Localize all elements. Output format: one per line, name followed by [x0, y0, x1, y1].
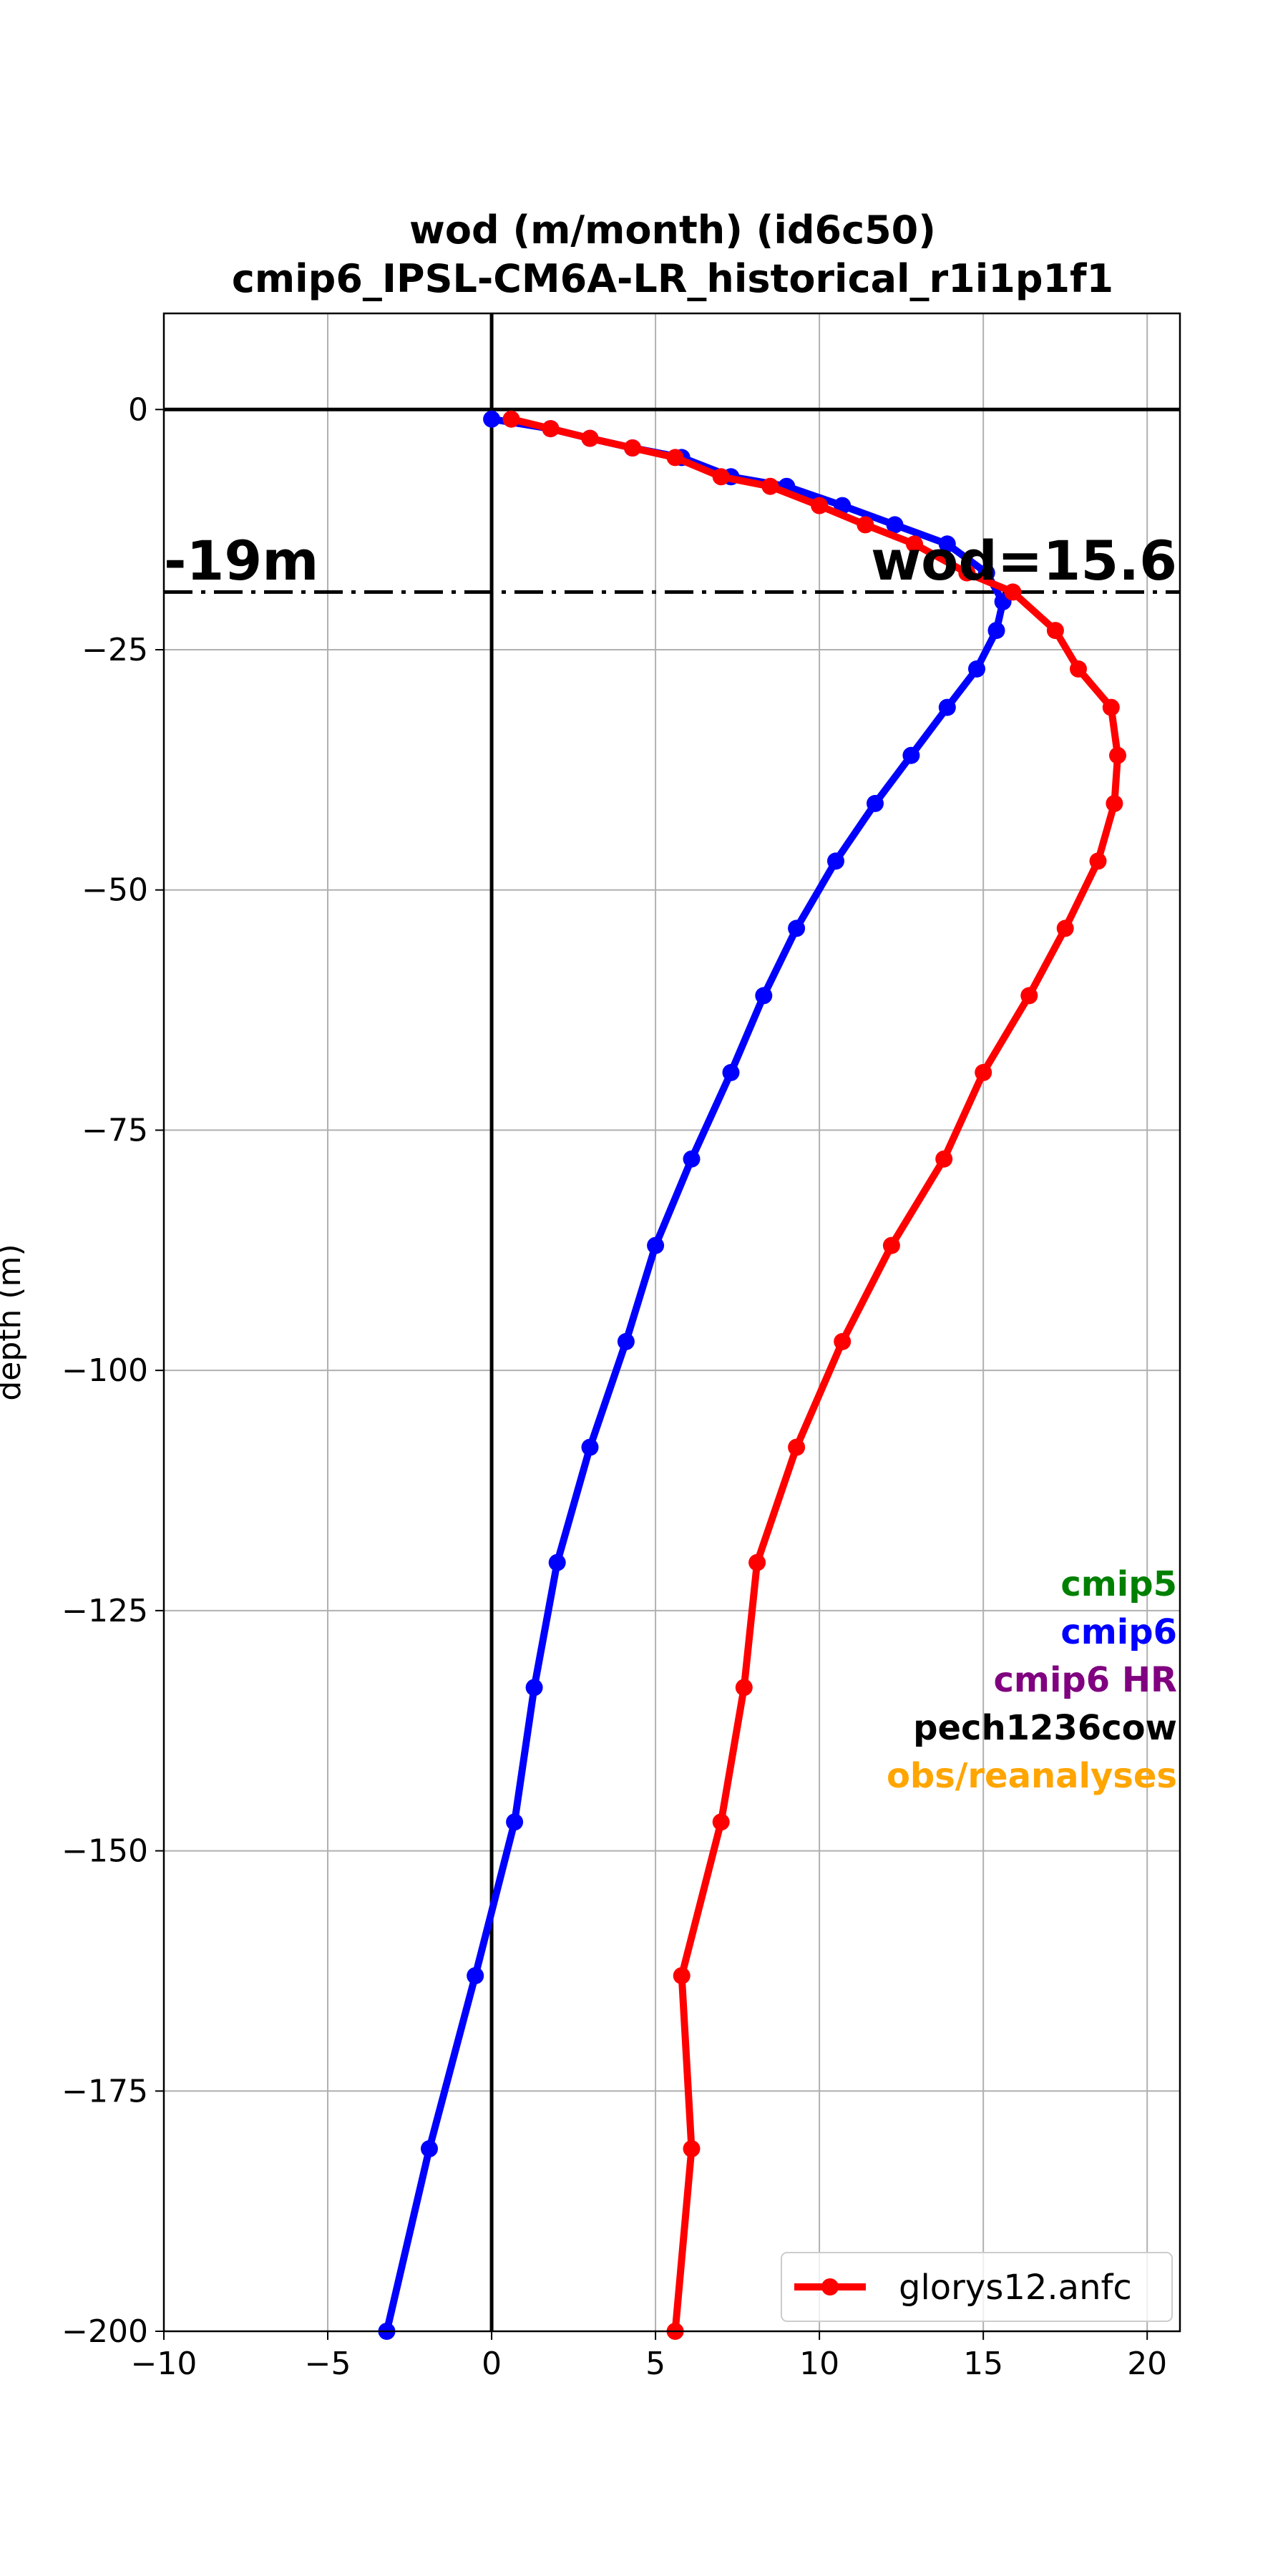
series-point: [617, 1332, 635, 1350]
series-point: [811, 497, 829, 514]
series-point: [467, 1967, 484, 1985]
series-point: [1102, 698, 1120, 716]
x-tick-label: 10: [799, 2346, 839, 2382]
series-point: [1106, 794, 1123, 812]
series-point: [834, 1332, 852, 1350]
x-tick-label: −5: [305, 2346, 351, 2382]
y-tick-label: −100: [62, 1352, 148, 1389]
series-point: [938, 698, 956, 716]
series-point: [712, 468, 730, 486]
series-point: [421, 2140, 438, 2157]
x-tick-label: 5: [645, 2346, 665, 2382]
x-tick-label: −10: [131, 2346, 197, 2382]
chart-subtitle: cmip6_IPSL-CM6A-LR_historical_r1i1p1f1: [232, 256, 1113, 301]
series-point: [581, 429, 599, 447]
series-point: [502, 410, 520, 428]
chart-title: wod (m/month) (id6c50): [409, 208, 936, 253]
series-point: [902, 746, 920, 764]
hline-value-annotation: wod=15.6: [871, 529, 1177, 592]
legend-box: [781, 2252, 1173, 2322]
y-tick-label: −175: [62, 2073, 148, 2109]
source-label: cmip6 HR: [993, 1660, 1177, 1700]
plot-frame: [162, 312, 1181, 2333]
series-point: [506, 1813, 524, 1831]
series-point: [673, 1967, 691, 1985]
series-point: [647, 1236, 665, 1254]
source-label: obs/reanalyses: [887, 1756, 1177, 1796]
series-point: [683, 2140, 701, 2157]
series-point: [867, 794, 884, 812]
series-point: [483, 410, 501, 428]
source-label: pech1236cow: [913, 1708, 1177, 1748]
series-point: [886, 516, 904, 534]
series-point: [788, 919, 806, 937]
series-point: [624, 439, 641, 457]
legend-marker-glorys: [821, 2278, 839, 2296]
y-tick-label: −50: [82, 872, 148, 909]
series-point: [1089, 852, 1107, 870]
source-labels: cmip5 cmip6 cmip6 HR pech1236cow obs/reanaly…: [887, 1564, 1177, 1796]
y-tick-label: 0: [128, 391, 148, 428]
legend-label-glorys: glorys12.anfc: [899, 2268, 1132, 2308]
series-point: [987, 622, 1005, 640]
series-point: [968, 660, 985, 678]
series-point: [755, 987, 773, 1005]
reference-lines: [164, 313, 1180, 2331]
series-point: [975, 1063, 992, 1081]
series-point: [1046, 622, 1064, 640]
y-axis-label: depth (m): [0, 1244, 28, 1400]
y-tick-label: −125: [62, 1593, 148, 1629]
axis-ticks: −10 −5 0 5 10 15 20−200−175−150−125−100−75−50−…: [62, 391, 1167, 2382]
series-point: [857, 516, 874, 534]
series-layer: [378, 410, 1126, 2340]
series-point: [788, 1438, 806, 1456]
y-tick-label: −200: [62, 2313, 148, 2350]
source-label: cmip6: [1060, 1612, 1177, 1652]
series-point: [761, 477, 779, 495]
series-point: [748, 1553, 766, 1571]
series-point: [827, 852, 844, 870]
x-tick-label: 15: [963, 2346, 1003, 2382]
x-tick-label: 20: [1127, 2346, 1167, 2382]
y-tick-label: −150: [62, 1833, 148, 1870]
y-tick-label: −25: [82, 632, 148, 668]
series-point: [735, 1679, 753, 1697]
series-point: [581, 1438, 599, 1456]
series-point: [542, 420, 560, 438]
series-point: [1020, 987, 1038, 1005]
series-point: [958, 564, 976, 582]
series-point: [882, 1236, 900, 1254]
series-point: [722, 1063, 740, 1081]
x-tick-label: 0: [482, 2346, 502, 2382]
series-point: [683, 1150, 701, 1168]
series-point: [935, 1150, 953, 1168]
series-point: [1056, 919, 1074, 937]
series-point: [1109, 746, 1126, 764]
series-point: [906, 535, 923, 553]
series-point: [1070, 660, 1087, 678]
source-label: cmip5: [1060, 1564, 1177, 1604]
series-point: [548, 1553, 566, 1571]
series-point: [712, 1813, 730, 1831]
legend: glorys12.anfc: [781, 2252, 1173, 2322]
series-point: [938, 535, 956, 553]
y-tick-label: −75: [82, 1112, 148, 1148]
series-point: [666, 449, 684, 467]
hline-depth-annotation: -19m: [164, 529, 319, 592]
series-point: [1004, 583, 1022, 601]
series-point: [525, 1679, 543, 1697]
